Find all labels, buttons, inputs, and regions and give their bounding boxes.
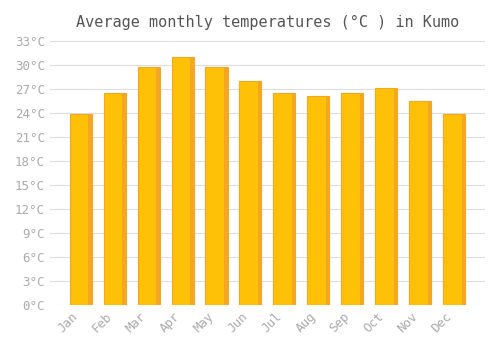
Bar xyxy=(172,57,194,305)
Bar xyxy=(443,114,465,305)
Bar xyxy=(224,67,228,305)
Bar xyxy=(156,67,160,305)
Bar xyxy=(274,93,295,305)
Bar xyxy=(375,88,398,305)
Bar xyxy=(462,114,465,305)
Bar xyxy=(240,81,262,305)
Bar xyxy=(308,96,330,305)
Bar xyxy=(88,114,92,305)
Title: Average monthly temperatures (°C ) in Kumo: Average monthly temperatures (°C ) in Ku… xyxy=(76,15,459,30)
Bar xyxy=(360,93,364,305)
Bar xyxy=(70,114,92,305)
Bar xyxy=(104,93,126,305)
Bar xyxy=(138,67,160,305)
Bar xyxy=(394,88,398,305)
Bar xyxy=(326,96,330,305)
Bar xyxy=(190,57,194,305)
Bar xyxy=(342,93,363,305)
Bar xyxy=(409,101,432,305)
Bar xyxy=(428,101,432,305)
Bar xyxy=(206,67,228,305)
Bar xyxy=(258,81,262,305)
Bar xyxy=(292,93,296,305)
Bar xyxy=(122,93,126,305)
